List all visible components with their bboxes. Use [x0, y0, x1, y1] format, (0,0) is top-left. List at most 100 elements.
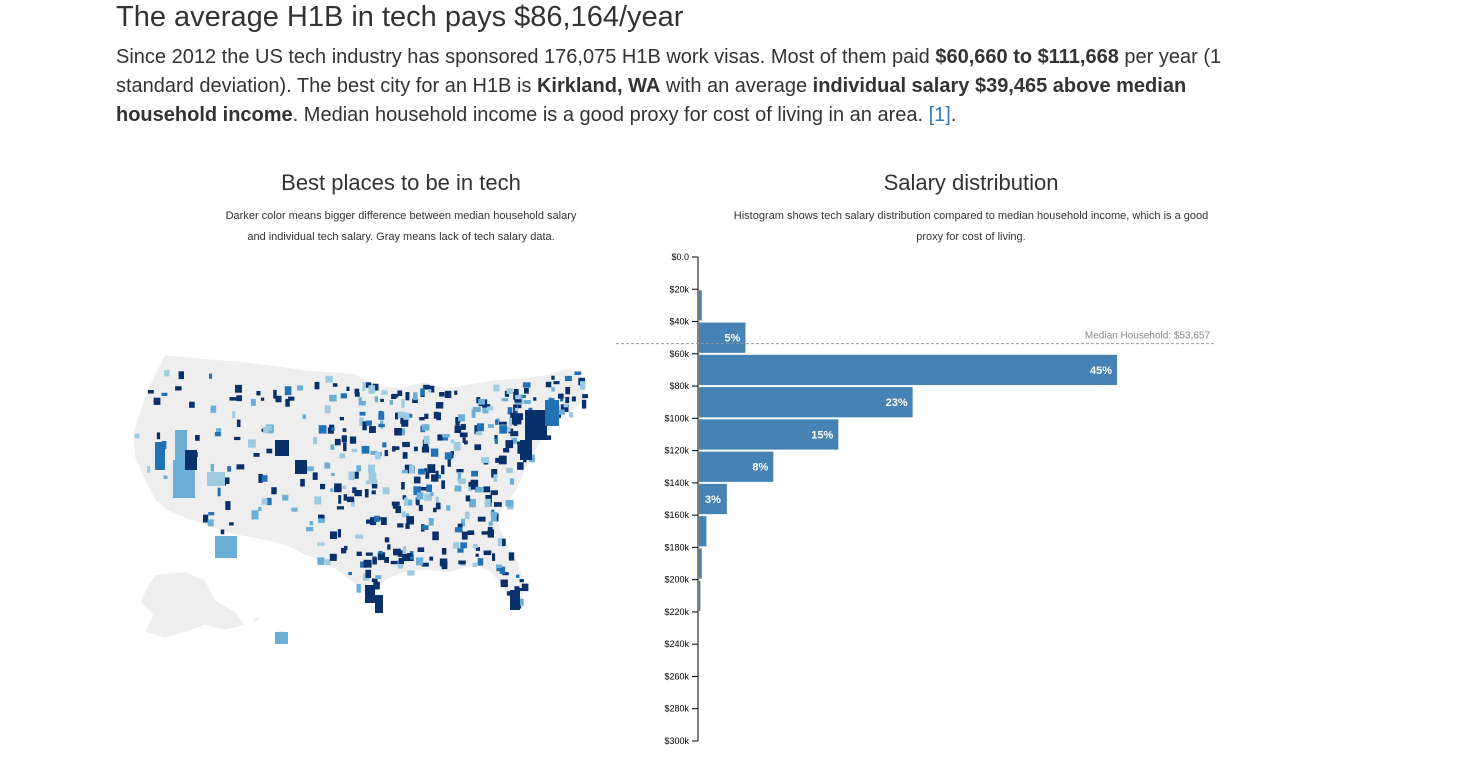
histogram-y-axis: $0.0 $20k $40k $60k $80k $100k $120k $140k $160k…	[664, 252, 699, 746]
county-cell	[251, 510, 259, 520]
county-cell	[450, 439, 454, 444]
county-cell	[401, 399, 405, 408]
county-cell	[389, 400, 393, 405]
county-cell	[229, 397, 238, 401]
county-cell	[250, 398, 256, 406]
county-cell	[402, 495, 407, 500]
county-cell	[260, 397, 265, 401]
county-cell	[580, 381, 586, 390]
county-cell	[453, 441, 461, 451]
county-cell	[368, 385, 376, 394]
bar-value-label: 15%	[811, 429, 833, 441]
county-cell	[491, 513, 497, 522]
county-cell	[375, 452, 381, 460]
county-cell	[520, 440, 532, 460]
county-cell	[507, 427, 511, 432]
county-cell	[282, 494, 289, 501]
county-cell	[209, 373, 213, 379]
county-cell	[313, 436, 318, 445]
county-cell	[423, 435, 430, 444]
county-cell	[491, 469, 498, 478]
county-cell	[412, 398, 418, 403]
county-cell	[488, 424, 494, 428]
county-cell	[453, 542, 460, 549]
county-cell	[423, 384, 430, 390]
county-cell	[349, 436, 357, 444]
county-cell	[337, 529, 341, 538]
county-cell	[428, 518, 434, 526]
county-cell	[442, 437, 449, 441]
county-cell	[427, 464, 436, 473]
county-cell	[483, 486, 491, 493]
county-cell	[415, 500, 420, 506]
county-cell	[481, 457, 490, 464]
county-cell	[291, 507, 298, 512]
county-cell	[416, 492, 424, 500]
county-cell	[443, 434, 450, 438]
county-cell	[521, 583, 529, 592]
county-cell	[378, 550, 383, 555]
county-cell	[515, 413, 524, 421]
county-cell	[558, 393, 564, 399]
county-cell	[533, 397, 537, 401]
county-cell	[459, 432, 468, 438]
county-cell	[519, 579, 524, 583]
county-cell	[502, 538, 506, 547]
county-cell	[444, 452, 453, 460]
county-cell	[460, 542, 468, 549]
county-cell	[499, 421, 507, 425]
county-cell	[185, 450, 197, 470]
county-cell	[343, 494, 347, 501]
county-cell	[505, 499, 514, 507]
county-cell	[441, 561, 448, 570]
county-cell	[565, 396, 570, 403]
county-cell	[558, 409, 565, 415]
county-cell	[375, 595, 383, 613]
county-cell	[405, 392, 410, 401]
county-cell	[457, 473, 462, 482]
histogram-bar	[699, 290, 702, 321]
county-cell	[395, 412, 398, 420]
county-cell	[487, 529, 494, 538]
county-cell	[523, 458, 527, 463]
county-cell	[406, 516, 414, 525]
county-cell	[503, 448, 510, 453]
county-cell	[403, 546, 407, 554]
county-cell	[475, 547, 480, 551]
county-cell	[350, 499, 355, 507]
county-cell	[462, 437, 466, 443]
county-cell	[394, 428, 402, 436]
county-cell	[261, 498, 268, 505]
county-cell	[525, 410, 547, 440]
county-cell	[582, 394, 588, 399]
county-cell	[458, 478, 466, 485]
county-cell	[494, 435, 498, 441]
county-cell	[380, 517, 387, 525]
county-cell	[457, 548, 464, 553]
county-cell	[421, 525, 429, 530]
county-cell	[426, 484, 432, 492]
county-cell	[407, 553, 413, 557]
county-cell	[210, 463, 215, 472]
y-tick-label: $40k	[669, 317, 689, 327]
county-cell	[273, 389, 277, 399]
county-cell	[275, 440, 289, 456]
county-cell	[261, 475, 268, 482]
reference-link[interactable]: [1]	[928, 104, 951, 126]
best-city: Kirkland, WA	[536, 75, 661, 97]
county-cell	[475, 431, 483, 436]
intro-text-5: .	[950, 104, 957, 126]
county-cell	[405, 523, 410, 529]
county-cell	[574, 371, 582, 375]
county-cell	[334, 438, 341, 446]
county-cell	[390, 560, 398, 565]
county-cell	[425, 471, 430, 479]
county-cell	[403, 412, 410, 421]
county-cell	[506, 388, 513, 394]
county-cell	[472, 406, 481, 413]
county-cell	[232, 411, 236, 419]
county-cell	[336, 506, 344, 510]
county-cell	[501, 398, 509, 402]
county-cell	[325, 375, 333, 383]
county-cell	[472, 562, 478, 568]
